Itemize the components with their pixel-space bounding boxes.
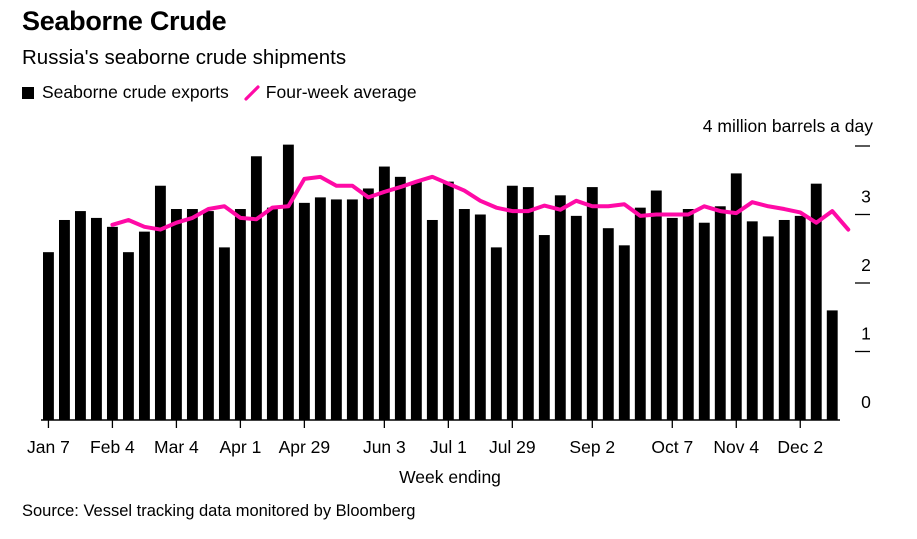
bar-20 xyxy=(362,188,374,420)
bar-47 xyxy=(794,215,806,420)
x-tick-label-9: Oct 7 xyxy=(651,437,693,457)
bar-34 xyxy=(586,187,598,420)
x-tick-label-6: Jul 1 xyxy=(430,437,467,457)
bar-23 xyxy=(410,181,422,420)
bar-44 xyxy=(746,221,758,420)
bar-7 xyxy=(154,185,166,420)
bar-36 xyxy=(618,245,630,420)
legend-item-exports: Seaborne crude exports xyxy=(22,82,229,103)
x-tick-label-7: Jul 29 xyxy=(489,437,536,457)
bar-29 xyxy=(506,185,518,420)
bar-43 xyxy=(730,173,742,420)
bar-10 xyxy=(202,211,214,420)
source-note: Source: Vessel tracking data monitored b… xyxy=(22,502,416,520)
bar-24 xyxy=(426,219,438,420)
y-axis-unit-label: 4 million barrels a day xyxy=(703,116,873,136)
x-tick-label-0: Jan 7 xyxy=(27,437,70,457)
bar-26 xyxy=(458,209,470,420)
bar-49 xyxy=(826,310,838,420)
y-tick-label-1: 1 xyxy=(861,324,871,344)
y-tick-label-2: 2 xyxy=(861,255,871,275)
y-tick-label-0: 0 xyxy=(861,392,871,412)
bar-2 xyxy=(74,211,86,420)
bar-35 xyxy=(602,228,614,420)
x-tick-label-4: Apr 29 xyxy=(279,437,331,457)
bar-31 xyxy=(538,235,550,420)
x-tick-label-8: Sep 2 xyxy=(569,437,615,457)
bar-45 xyxy=(762,236,774,420)
bar-42 xyxy=(714,206,726,420)
bar-41 xyxy=(698,222,710,420)
bar-33 xyxy=(570,215,582,420)
chart-title: Seaborne Crude xyxy=(22,6,227,36)
bar-14 xyxy=(266,207,278,420)
bar-39 xyxy=(666,217,678,420)
bar-0 xyxy=(43,252,54,420)
legend-item-average: Four-week average xyxy=(244,82,417,103)
x-tick-label-3: Apr 1 xyxy=(219,437,261,457)
x-tick-label-1: Feb 4 xyxy=(90,437,135,457)
bar-1 xyxy=(59,219,70,420)
bar-3 xyxy=(90,217,102,420)
y-tick-label-3: 3 xyxy=(861,187,871,207)
bar-48 xyxy=(810,183,822,420)
x-tick-label-2: Mar 4 xyxy=(154,437,199,457)
bar-4 xyxy=(106,226,118,420)
bar-27 xyxy=(474,214,486,420)
bar-22 xyxy=(394,176,406,420)
x-tick-label-10: Nov 4 xyxy=(713,437,759,457)
bar-37 xyxy=(634,207,646,420)
bar-28 xyxy=(490,247,502,420)
legend: Seaborne crude exports Four-week average xyxy=(22,82,432,103)
bar-12 xyxy=(234,209,246,420)
legend-line-swatch xyxy=(244,84,260,101)
x-tick-label-5: Jun 3 xyxy=(363,437,406,457)
bar-38 xyxy=(650,190,662,420)
bar-17 xyxy=(314,197,326,421)
bar-5 xyxy=(122,252,134,420)
x-axis-title: Week ending xyxy=(399,467,501,487)
bar-18 xyxy=(330,199,342,420)
bar-21 xyxy=(378,166,390,420)
x-tick-label-11: Dec 2 xyxy=(777,437,823,457)
chart-subtitle: Russia's seaborne crude shipments xyxy=(22,46,347,69)
bar-32 xyxy=(554,195,566,420)
bar-25 xyxy=(442,181,454,420)
bar-13 xyxy=(250,156,262,420)
legend-label-average: Four-week average xyxy=(265,82,417,102)
bar-46 xyxy=(778,219,790,420)
bar-8 xyxy=(170,209,182,420)
bar-16 xyxy=(298,202,310,420)
bar-9 xyxy=(186,209,198,420)
bar-6 xyxy=(138,231,150,421)
bar-30 xyxy=(522,187,534,420)
bar-11 xyxy=(218,247,230,420)
bar-15 xyxy=(282,144,294,420)
bar-40 xyxy=(682,209,694,420)
legend-label-exports: Seaborne crude exports xyxy=(42,82,229,102)
legend-bar-swatch xyxy=(22,86,34,99)
bar-19 xyxy=(346,199,358,420)
